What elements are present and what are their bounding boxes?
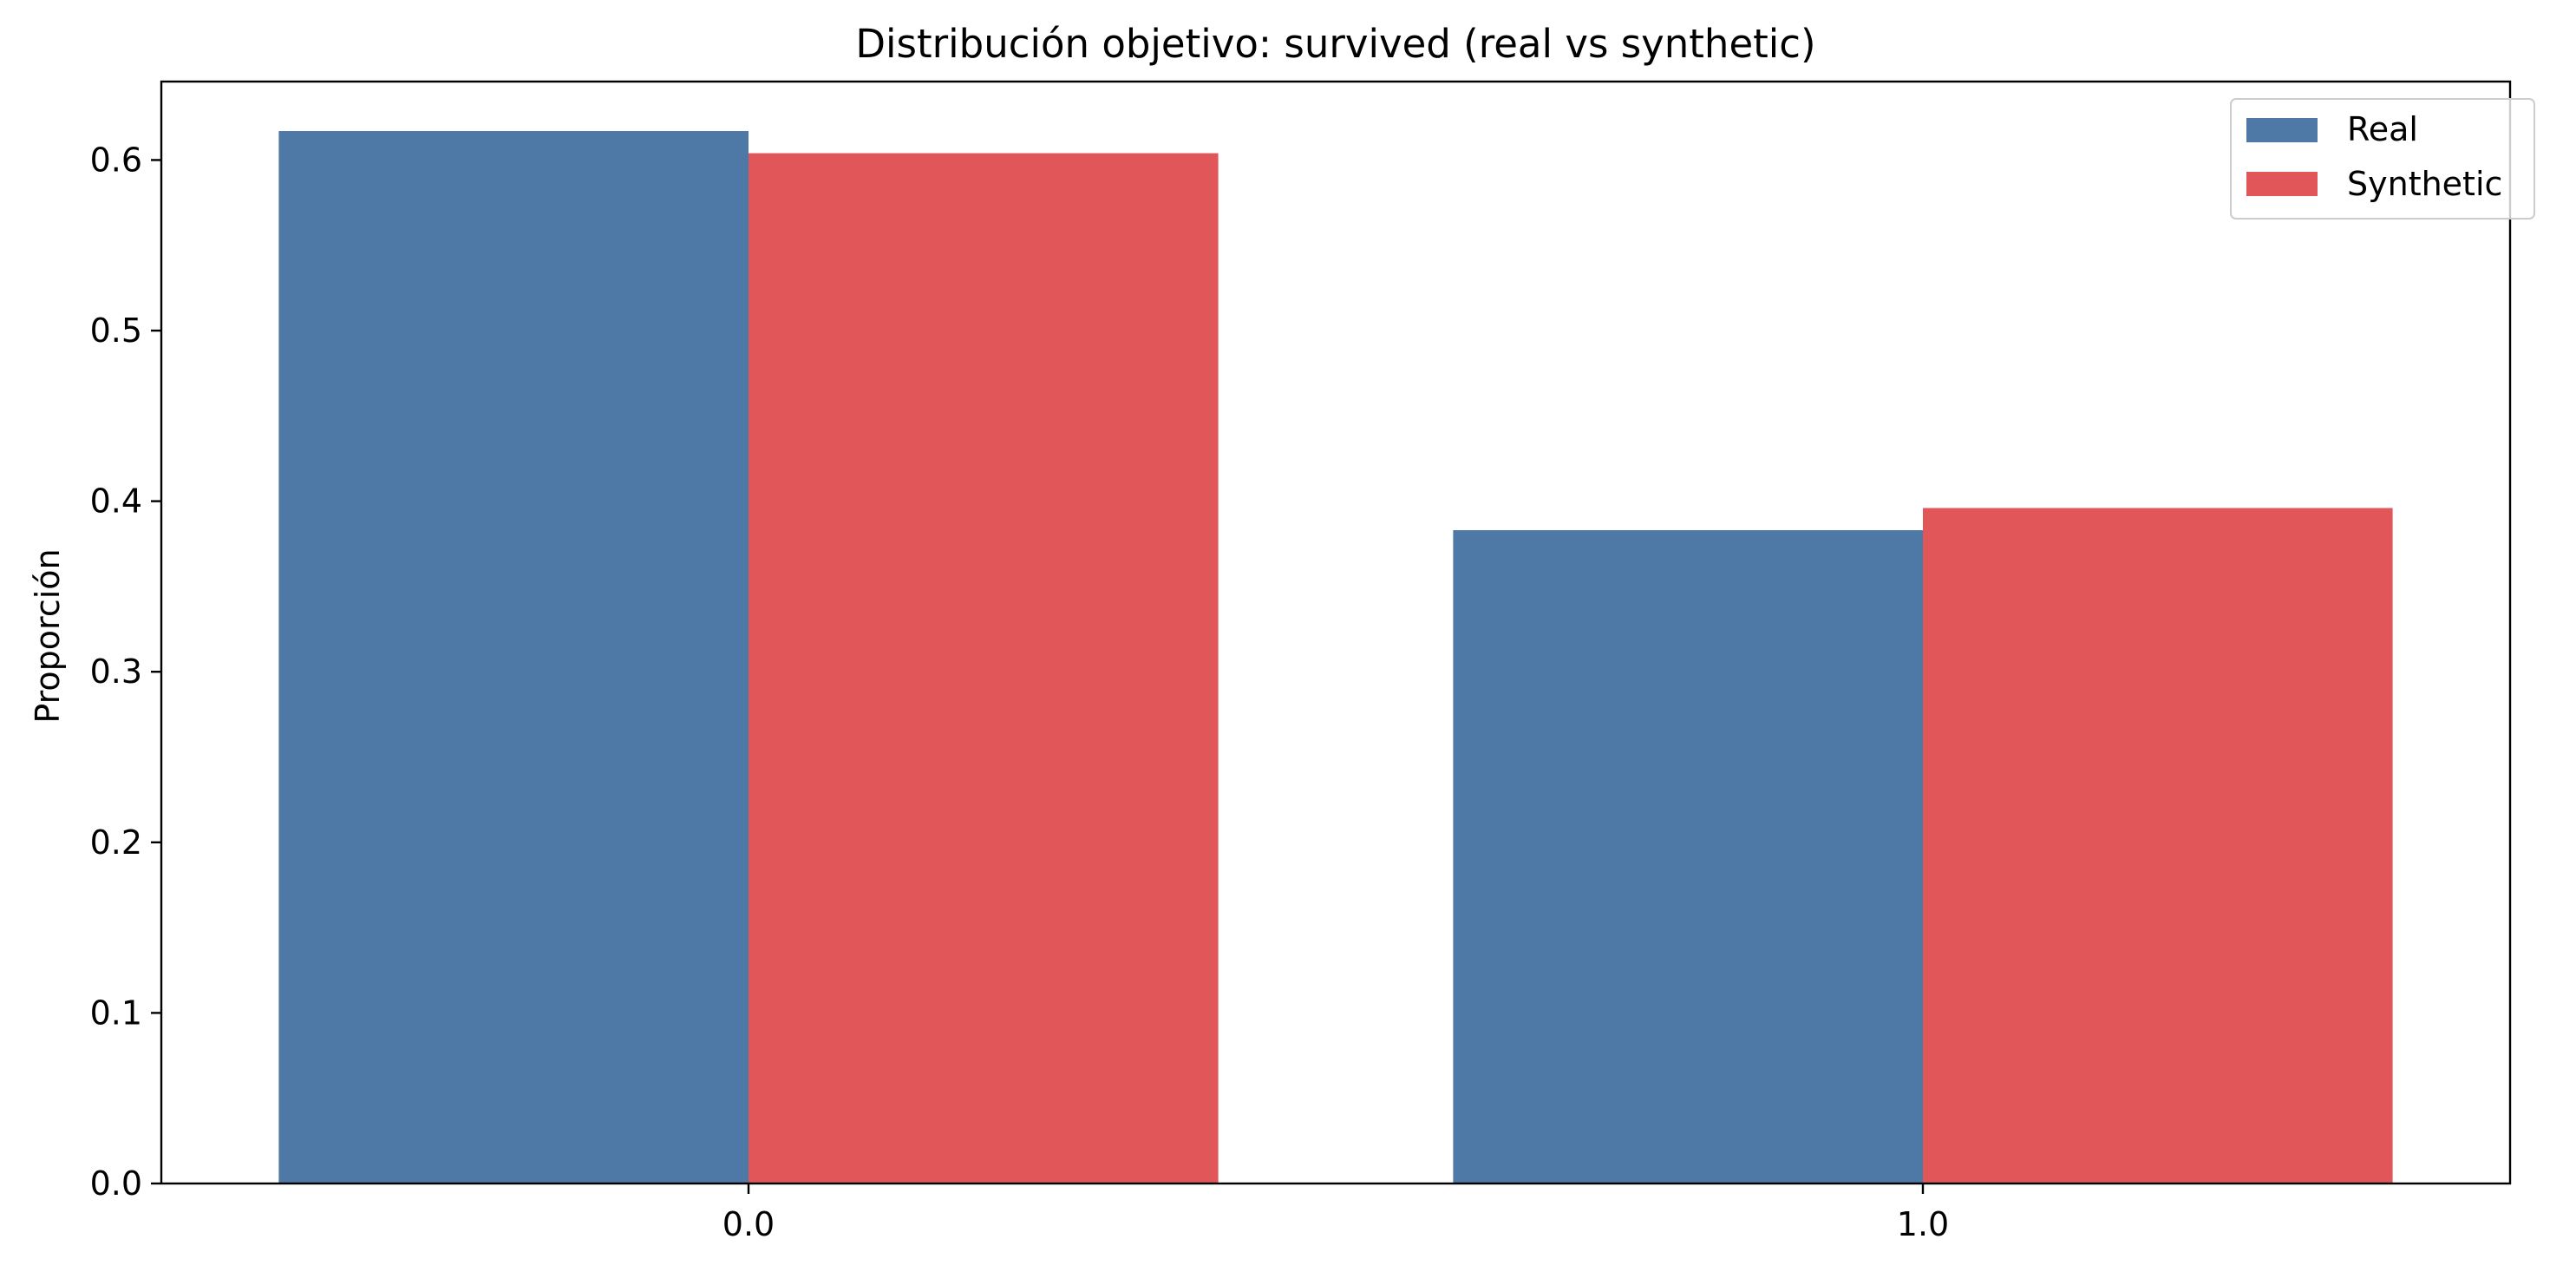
chart-title: Distribución objetivo: survived (real vs… xyxy=(855,21,1815,67)
y-axis-ticks: 0.0 0.1 0.2 0.3 0.4 0.5 0.6 xyxy=(90,141,161,1203)
legend-swatch-synthetic xyxy=(2246,172,2318,196)
y-tick-label: 0.3 xyxy=(90,652,142,691)
plot-frame xyxy=(160,80,2512,1185)
x-tick-label: 1.0 xyxy=(1897,1205,1949,1243)
bar-real-1.0 xyxy=(1453,530,1923,1183)
legend-label-synthetic: Synthetic xyxy=(2347,165,2502,203)
legend-swatch-real xyxy=(2246,118,2318,142)
bar-synthetic-1.0 xyxy=(1923,508,2393,1183)
y-tick-label: 0.6 xyxy=(90,141,142,179)
y-tick-label: 0.4 xyxy=(90,482,142,521)
y-axis-label: Proporción xyxy=(29,548,67,723)
y-tick-label: 0.1 xyxy=(90,993,142,1032)
bar-real-0.0 xyxy=(278,131,749,1183)
bar-synthetic-0.0 xyxy=(749,153,1219,1183)
legend-label-real: Real xyxy=(2347,110,2418,148)
x-tick-label: 0.0 xyxy=(722,1205,775,1243)
y-tick-label: 0.2 xyxy=(90,823,142,862)
x-axis-ticks: 0.0 1.0 xyxy=(722,1183,1949,1243)
y-tick-label: 0.0 xyxy=(90,1164,142,1203)
bars-layer xyxy=(278,131,2393,1183)
legend: Real Synthetic xyxy=(2230,98,2535,220)
y-tick-label: 0.5 xyxy=(90,311,142,350)
